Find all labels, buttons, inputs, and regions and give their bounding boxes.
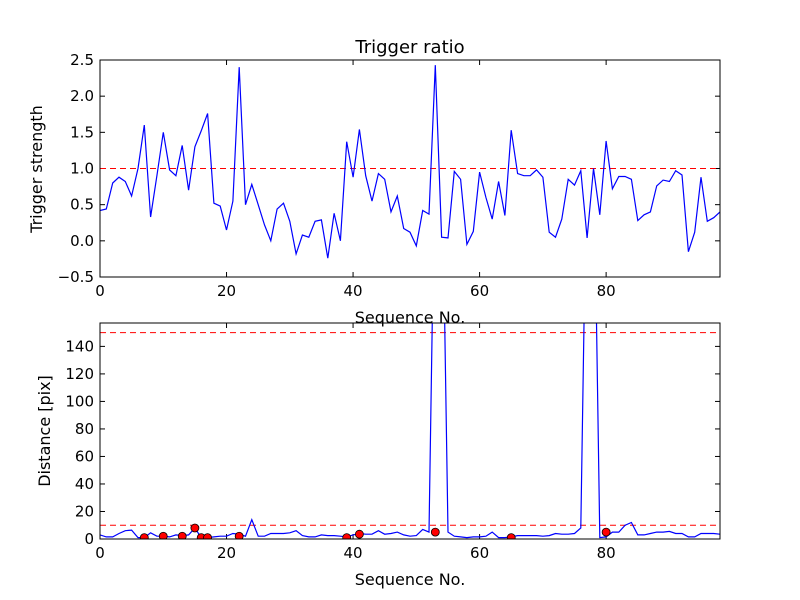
y-tick-label: 0.0 [70,232,94,250]
y-axis-label: Trigger strength [27,105,46,234]
trigger-ratio-axes: Trigger ratio 0 20 40 60 80 −0.5 0.0 0.5 1.0 1.5 2… [27,37,721,327]
x-tick-label: 80 [597,544,616,562]
y-tick-label: 2.0 [70,87,94,105]
y-axis-label: Distance [pix] [35,375,54,487]
x-axis-label: Sequence No. [355,308,466,327]
marker-point [601,527,611,537]
distance-axes: 0 20 40 60 80 0 20 40 60 80 100 120 140 Sequence No.… [35,322,721,589]
x-tick-label: 20 [217,544,236,562]
chart-title: Trigger ratio [354,37,464,58]
marker-point [158,531,168,539]
trigger-ratio-ticks: 0 20 40 60 80 −0.5 0.0 0.5 1.0 1.5 2.0 2.5 [58,51,720,300]
y-tick-label: 140 [65,337,94,355]
y-tick-label: 100 [65,392,94,410]
marker-point [139,533,149,539]
y-tick-label: 20 [75,502,94,520]
trigger-strength-series [100,65,720,259]
marker-point [430,527,440,537]
y-tick-label: −0.5 [58,268,94,286]
y-tick-label: 120 [65,365,94,383]
marker-point [234,531,244,539]
x-tick-label: 0 [95,544,105,562]
y-tick-label: 0.5 [70,196,94,214]
marker-point [342,533,352,539]
marker-points [139,523,611,539]
distance-ticks: 0 20 40 60 80 0 20 40 60 80 100 120 140 [65,323,720,562]
y-tick-label: 40 [75,475,94,493]
y-tick-label: 1.0 [70,160,94,178]
x-tick-label: 80 [597,282,616,300]
y-tick-label: 60 [75,447,94,465]
marker-point [354,529,364,539]
y-tick-label: 0 [84,530,94,548]
marker-point [190,523,200,533]
y-tick-label: 2.5 [70,51,94,69]
x-tick-label: 40 [344,282,363,300]
x-tick-label: 60 [470,544,489,562]
marker-point [177,531,187,539]
y-tick-label: 80 [75,420,94,438]
marker-point [506,533,516,539]
x-axis-label: Sequence No. [355,570,466,589]
marker-point [203,533,212,539]
x-tick-label: 0 [95,282,105,300]
x-tick-label: 60 [470,282,489,300]
plot-frame [99,322,721,540]
x-tick-label: 40 [344,544,363,562]
x-tick-label: 20 [217,282,236,300]
y-tick-label: 1.5 [70,123,94,141]
plot-frame [99,59,721,278]
